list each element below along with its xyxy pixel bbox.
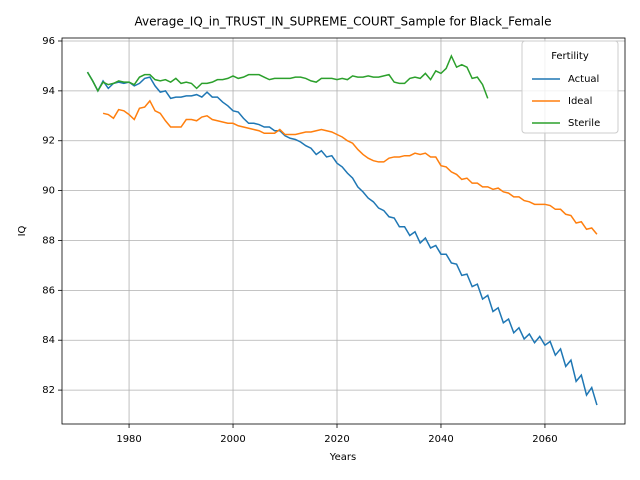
legend-title: Fertility [551, 51, 589, 62]
legend-label: Ideal [568, 96, 592, 107]
y-tick-label: 86 [42, 285, 55, 296]
y-tick-label: 92 [42, 136, 55, 147]
y-tick-label: 82 [42, 385, 55, 396]
x-tick-label: 2000 [220, 434, 245, 445]
plot-frame [61, 37, 626, 425]
data-line [86, 71, 598, 406]
x-tick-label: 2060 [532, 434, 557, 445]
y-tick-label: 90 [42, 186, 55, 197]
y-axis-label: IQ [17, 225, 28, 236]
legend-label: Sterile [568, 118, 600, 129]
x-tick-label: 2040 [428, 434, 453, 445]
legend-label: Actual [568, 74, 599, 85]
chart-title: Average_IQ_in_TRUST_IN_SUPREME_COURT_Sam… [135, 15, 552, 29]
data-line [102, 99, 598, 235]
x-tick-label: 2020 [324, 434, 349, 445]
y-tick-label: 96 [42, 36, 55, 47]
y-tick-label: 84 [42, 335, 55, 346]
x-tick-label: 1980 [116, 434, 141, 445]
data-line [86, 54, 489, 99]
y-tick-label: 88 [42, 235, 55, 246]
y-tick-label: 94 [42, 86, 55, 97]
x-axis-label: Years [329, 452, 356, 463]
legend-box [521, 40, 619, 134]
